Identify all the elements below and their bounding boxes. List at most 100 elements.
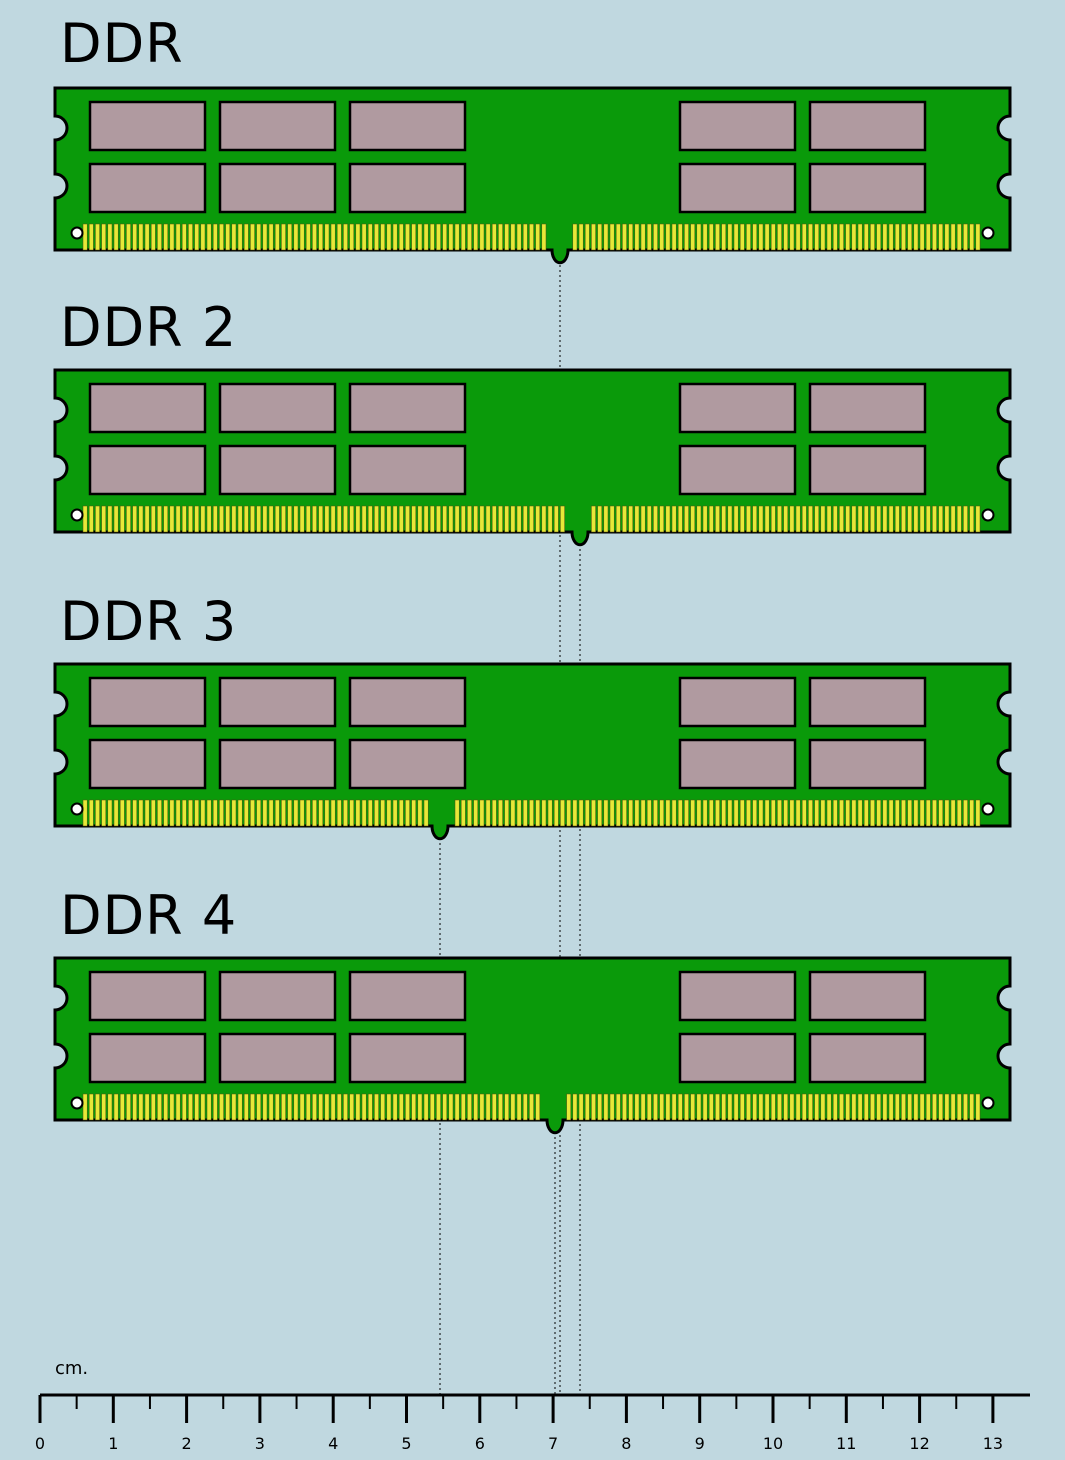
contact-pin	[393, 224, 397, 250]
contact-pin	[920, 224, 924, 250]
contact-pin	[455, 800, 459, 826]
contact-pin	[300, 506, 304, 532]
contact-pin	[833, 506, 837, 532]
contact-pin	[226, 1094, 230, 1120]
contact-pin	[505, 224, 509, 250]
contact-pin	[715, 1094, 719, 1120]
contact-pin	[939, 1094, 943, 1120]
contact-pin	[548, 800, 552, 826]
contact-pin	[387, 1094, 391, 1120]
contact-pin	[443, 1094, 447, 1120]
contact-pin	[362, 224, 366, 250]
contact-pin	[672, 224, 676, 250]
memory-chip	[680, 740, 795, 788]
contact-pin	[734, 506, 738, 532]
contact-pin	[381, 1094, 385, 1120]
contact-pin	[709, 506, 713, 532]
contact-pin	[492, 1094, 496, 1120]
contact-pin	[709, 1094, 713, 1120]
contact-pin	[622, 506, 626, 532]
contact-pin	[498, 224, 502, 250]
contact-pin	[157, 506, 161, 532]
contact-pin	[399, 224, 403, 250]
contact-pin	[418, 800, 422, 826]
contact-pin	[542, 224, 546, 250]
contact-pin	[350, 800, 354, 826]
contact-pin	[821, 224, 825, 250]
contact-pin	[523, 800, 527, 826]
contact-pin	[443, 506, 447, 532]
contact-pin	[257, 224, 261, 250]
memory-chip	[220, 102, 335, 150]
contact-pin	[858, 506, 862, 532]
contact-pin	[201, 1094, 205, 1120]
contact-pin	[492, 800, 496, 826]
contact-pin	[195, 224, 199, 250]
memory-chip	[810, 102, 925, 150]
contact-pin	[108, 506, 112, 532]
contact-pin	[164, 506, 168, 532]
memory-chip	[810, 740, 925, 788]
contact-pin	[672, 506, 676, 532]
contact-pin	[622, 1094, 626, 1120]
contact-pin	[95, 800, 99, 826]
contact-pin	[660, 800, 664, 826]
contact-pin	[294, 224, 298, 250]
contact-pin	[263, 506, 267, 532]
contact-pin	[610, 224, 614, 250]
contact-pin	[436, 224, 440, 250]
contact-pin	[381, 506, 385, 532]
mounting-hole	[72, 510, 83, 521]
contact-pin	[523, 506, 527, 532]
contact-pin	[746, 506, 750, 532]
contact-pin	[505, 800, 509, 826]
contact-pin	[250, 1094, 254, 1120]
contact-pin	[815, 224, 819, 250]
contact-pin	[219, 800, 223, 826]
contact-pin	[350, 506, 354, 532]
contact-pin	[877, 800, 881, 826]
contact-pin	[777, 800, 781, 826]
contact-pin	[381, 800, 385, 826]
ruler-tick-label: 2	[182, 1434, 192, 1453]
contact-pin	[536, 224, 540, 250]
contact-pin	[405, 506, 409, 532]
contact-pin	[374, 224, 378, 250]
contact-pin	[610, 1094, 614, 1120]
contact-pin	[368, 800, 372, 826]
contact-pin	[542, 800, 546, 826]
contact-pin	[920, 1094, 924, 1120]
contact-pin	[629, 800, 633, 826]
contact-pin	[914, 506, 918, 532]
contact-pin	[932, 506, 936, 532]
contact-pin	[573, 1094, 577, 1120]
contact-pin	[362, 1094, 366, 1120]
contact-pin	[288, 800, 292, 826]
contact-pin	[393, 800, 397, 826]
contact-pin	[244, 800, 248, 826]
contact-pin	[226, 800, 230, 826]
contact-pin	[306, 506, 310, 532]
contact-pin	[889, 506, 893, 532]
contact-pin	[722, 1094, 726, 1120]
contact-pin	[678, 224, 682, 250]
contact-pin	[188, 224, 192, 250]
contact-pin	[325, 1094, 329, 1120]
contact-pin	[573, 800, 577, 826]
contact-pin	[554, 506, 558, 532]
contact-pin	[114, 800, 118, 826]
contact-pin	[560, 800, 564, 826]
contact-pin	[759, 800, 763, 826]
memory-chip	[220, 1034, 335, 1082]
contact-pin	[511, 1094, 515, 1120]
contact-pin	[108, 1094, 112, 1120]
contact-pin	[387, 506, 391, 532]
contact-pin	[120, 224, 124, 250]
memory-chip	[350, 972, 465, 1020]
contact-pin	[579, 1094, 583, 1120]
contact-pin	[591, 506, 595, 532]
contact-pin	[529, 800, 533, 826]
contact-pin	[647, 224, 651, 250]
contact-pin	[709, 800, 713, 826]
contact-pin	[926, 800, 930, 826]
